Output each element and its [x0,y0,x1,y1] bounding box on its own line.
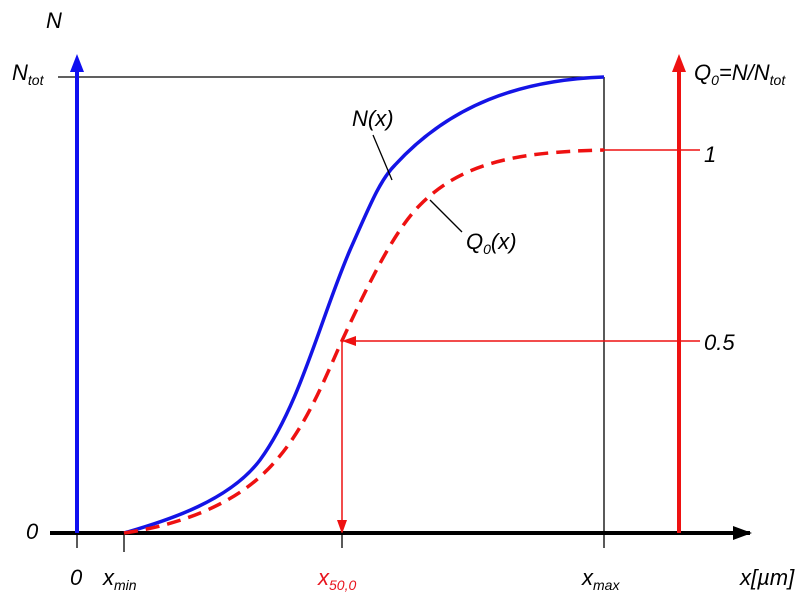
half-level-arrow [342,336,356,346]
xmax-main: x [581,565,594,590]
q0-label-leader [429,199,463,233]
right-one-label: 1 [704,142,716,167]
n-label-leader [372,134,393,181]
right-eq: =N/N [719,60,770,85]
xmax-sub: max [593,577,620,593]
right-q-sub: 0 [711,72,719,88]
left-zero-label: 0 [26,519,39,544]
x-axis-label: x[µm] [739,565,795,590]
xmin-label: xmin [102,565,137,593]
n-curve-label: N(x) [352,106,394,131]
n-curve [123,75,605,535]
q0-curve-label: Q0(x) [466,229,517,257]
q0-curve [123,148,605,535]
right-tot-sub: tot [770,72,787,88]
xmax-label: xmax [581,565,620,593]
q0-sub: 0 [483,241,491,257]
x50-main: x [317,565,330,590]
right-q-axis-arrow [672,54,686,72]
right-q-main: Q [694,60,711,85]
right-axis-label: Q0=N/Ntot [694,60,786,88]
q0-rest: (x) [491,229,517,254]
right-half-label: 0.5 [704,330,735,355]
xmin-main: x [102,565,115,590]
ntot-label: Ntot [12,60,45,88]
x50-label: x50,0 [317,565,356,593]
ntot-sub: tot [28,72,45,88]
x50-drop-arrow [337,520,347,534]
xmin-sub: min [114,577,137,593]
left-n-axis-arrow [70,54,84,72]
q0-main: Q [466,229,483,254]
left-axis-label: N [46,8,62,33]
bottom-zero-label: 0 [70,565,83,590]
ntot-main: N [12,60,28,85]
x-axis-arrow [733,526,752,540]
x50-sub: 50,0 [329,577,356,593]
